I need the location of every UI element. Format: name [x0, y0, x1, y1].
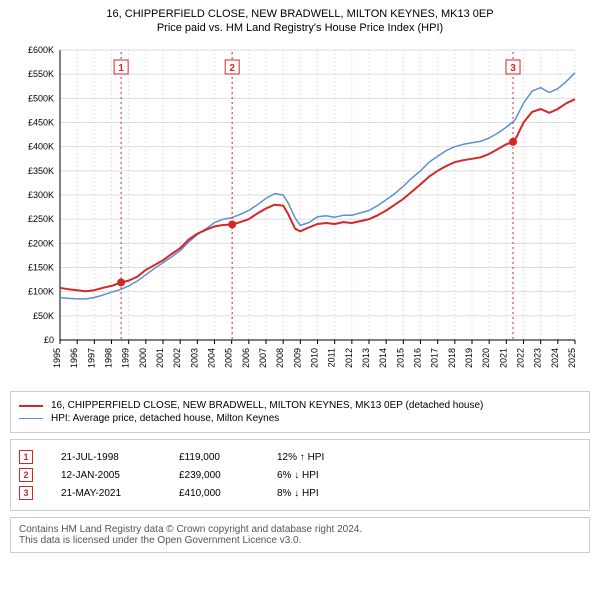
svg-text:£100K: £100K	[28, 287, 54, 297]
footnote: Contains HM Land Registry data © Crown c…	[10, 517, 590, 553]
svg-text:2015: 2015	[395, 348, 405, 368]
svg-text:£550K: £550K	[28, 69, 54, 79]
svg-text:2024: 2024	[550, 348, 560, 368]
svg-text:1996: 1996	[69, 348, 79, 368]
svg-text:2021: 2021	[498, 348, 508, 368]
marker-diff-3: 8% ↓ HPI	[277, 488, 319, 499]
marker-price-1: £119,000	[179, 452, 249, 463]
svg-text:1995: 1995	[52, 348, 62, 368]
svg-text:2009: 2009	[292, 348, 302, 368]
legend: 16, CHIPPERFIELD CLOSE, NEW BRADWELL, MI…	[10, 391, 590, 433]
svg-text:1997: 1997	[86, 348, 96, 368]
svg-text:£350K: £350K	[28, 166, 54, 176]
chart-svg: £0 £50K £100K £150K £200K £250K £300K £350K £400…	[10, 40, 580, 380]
footnote-line1: Contains HM Land Registry data © Crown c…	[19, 524, 581, 535]
marker-chip-3: 3	[19, 486, 33, 500]
svg-text:2011: 2011	[327, 348, 337, 367]
marker-date-2: 12-JAN-2005	[61, 470, 151, 481]
svg-text:2014: 2014	[378, 348, 388, 368]
svg-text:£300K: £300K	[28, 190, 54, 200]
legend-row-hpi: HPI: Average price, detached house, Milt…	[19, 413, 581, 424]
svg-text:3: 3	[510, 63, 516, 74]
svg-text:£450K: £450K	[28, 118, 54, 128]
marker-row-1: 1 21-JUL-1998 £119,000 12% ↑ HPI	[19, 450, 581, 464]
title-line2: Price paid vs. HM Land Registry's House …	[10, 22, 590, 34]
chart: £0 £50K £100K £150K £200K £250K £300K £350K £400…	[10, 40, 590, 385]
legend-swatch-prop	[19, 405, 43, 407]
title-block: 16, CHIPPERFIELD CLOSE, NEW BRADWELL, MI…	[0, 0, 600, 40]
svg-text:2023: 2023	[533, 348, 543, 368]
svg-text:£400K: £400K	[28, 142, 54, 152]
svg-text:£50K: £50K	[33, 311, 54, 321]
svg-text:2020: 2020	[481, 348, 491, 368]
legend-label-prop: 16, CHIPPERFIELD CLOSE, NEW BRADWELL, MI…	[51, 400, 483, 411]
svg-text:1999: 1999	[121, 348, 131, 368]
marker-date-1: 21-JUL-1998	[61, 452, 151, 463]
svg-text:£150K: £150K	[28, 263, 54, 273]
svg-text:£500K: £500K	[28, 93, 54, 103]
title-line1: 16, CHIPPERFIELD CLOSE, NEW BRADWELL, MI…	[10, 8, 590, 20]
svg-text:2013: 2013	[361, 348, 371, 368]
svg-text:2002: 2002	[172, 348, 182, 368]
marker-diff-2: 6% ↓ HPI	[277, 470, 319, 481]
markers-table: 1 21-JUL-1998 £119,000 12% ↑ HPI 2 12-JA…	[10, 439, 590, 511]
svg-text:2012: 2012	[344, 348, 354, 368]
svg-text:2019: 2019	[464, 348, 474, 368]
svg-text:2017: 2017	[430, 348, 440, 368]
legend-swatch-hpi	[19, 418, 43, 419]
marker-date-3: 21-MAY-2021	[61, 488, 151, 499]
svg-text:2001: 2001	[155, 348, 165, 368]
svg-text:2006: 2006	[241, 348, 251, 368]
legend-row-prop: 16, CHIPPERFIELD CLOSE, NEW BRADWELL, MI…	[19, 400, 581, 411]
marker-chip-2: 2	[19, 468, 33, 482]
marker-row-2: 2 12-JAN-2005 £239,000 6% ↓ HPI	[19, 468, 581, 482]
marker-diff-1: 12% ↑ HPI	[277, 452, 324, 463]
svg-text:1: 1	[118, 63, 124, 74]
page: 16, CHIPPERFIELD CLOSE, NEW BRADWELL, MI…	[0, 0, 600, 553]
svg-text:2016: 2016	[413, 348, 423, 368]
svg-text:2000: 2000	[138, 348, 148, 368]
svg-text:2022: 2022	[516, 348, 526, 368]
marker-chip-1: 1	[19, 450, 33, 464]
svg-text:2004: 2004	[207, 348, 217, 368]
svg-text:2003: 2003	[189, 348, 199, 368]
svg-text:2007: 2007	[258, 348, 268, 368]
svg-text:1998: 1998	[104, 348, 114, 368]
svg-text:2018: 2018	[447, 348, 457, 368]
svg-text:2008: 2008	[275, 348, 285, 368]
svg-text:£600K: £600K	[28, 45, 54, 55]
svg-text:£250K: £250K	[28, 214, 54, 224]
svg-text:2010: 2010	[310, 348, 320, 368]
svg-text:2: 2	[229, 63, 235, 74]
svg-text:2005: 2005	[224, 348, 234, 368]
marker-price-2: £239,000	[179, 470, 249, 481]
svg-text:2025: 2025	[567, 348, 577, 368]
legend-label-hpi: HPI: Average price, detached house, Milt…	[51, 413, 279, 424]
marker-row-3: 3 21-MAY-2021 £410,000 8% ↓ HPI	[19, 486, 581, 500]
footnote-line2: This data is licensed under the Open Gov…	[19, 535, 581, 546]
svg-text:£200K: £200K	[28, 238, 54, 248]
svg-text:£0: £0	[44, 335, 54, 345]
marker-price-3: £410,000	[179, 488, 249, 499]
